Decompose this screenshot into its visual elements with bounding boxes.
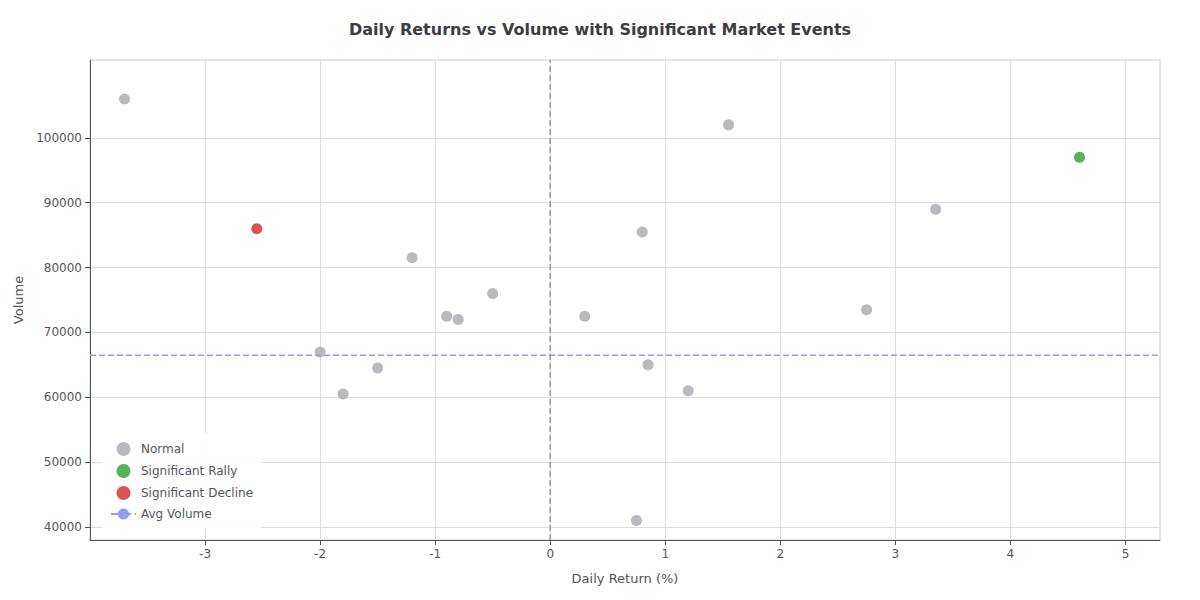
svg-text:90000: 90000 — [44, 196, 82, 210]
svg-text:Daily Return (%): Daily Return (%) — [572, 571, 679, 586]
svg-text:2: 2 — [777, 547, 785, 561]
svg-text:Normal: Normal — [141, 442, 184, 456]
svg-text:-3: -3 — [199, 547, 211, 561]
svg-text:Volume: Volume — [11, 276, 26, 324]
svg-text:-2: -2 — [314, 547, 326, 561]
svg-text:Avg Volume: Avg Volume — [141, 507, 212, 521]
svg-text:Significant Decline: Significant Decline — [141, 486, 253, 500]
svg-text:Significant Rally: Significant Rally — [141, 464, 237, 478]
svg-text:80000: 80000 — [44, 261, 82, 275]
svg-text:70000: 70000 — [44, 325, 82, 339]
svg-text:Daily Returns vs Volume with S: Daily Returns vs Volume with Significant… — [349, 20, 851, 39]
svg-text:4: 4 — [1007, 547, 1015, 561]
svg-text:5: 5 — [1122, 547, 1130, 561]
svg-text:1: 1 — [661, 547, 669, 561]
svg-text:0: 0 — [546, 547, 554, 561]
svg-text:100000: 100000 — [36, 131, 82, 145]
svg-text:-1: -1 — [429, 547, 441, 561]
svg-text:50000: 50000 — [44, 455, 82, 469]
svg-text:60000: 60000 — [44, 390, 82, 404]
svg-text:3: 3 — [892, 547, 900, 561]
svg-text:40000: 40000 — [44, 520, 82, 534]
